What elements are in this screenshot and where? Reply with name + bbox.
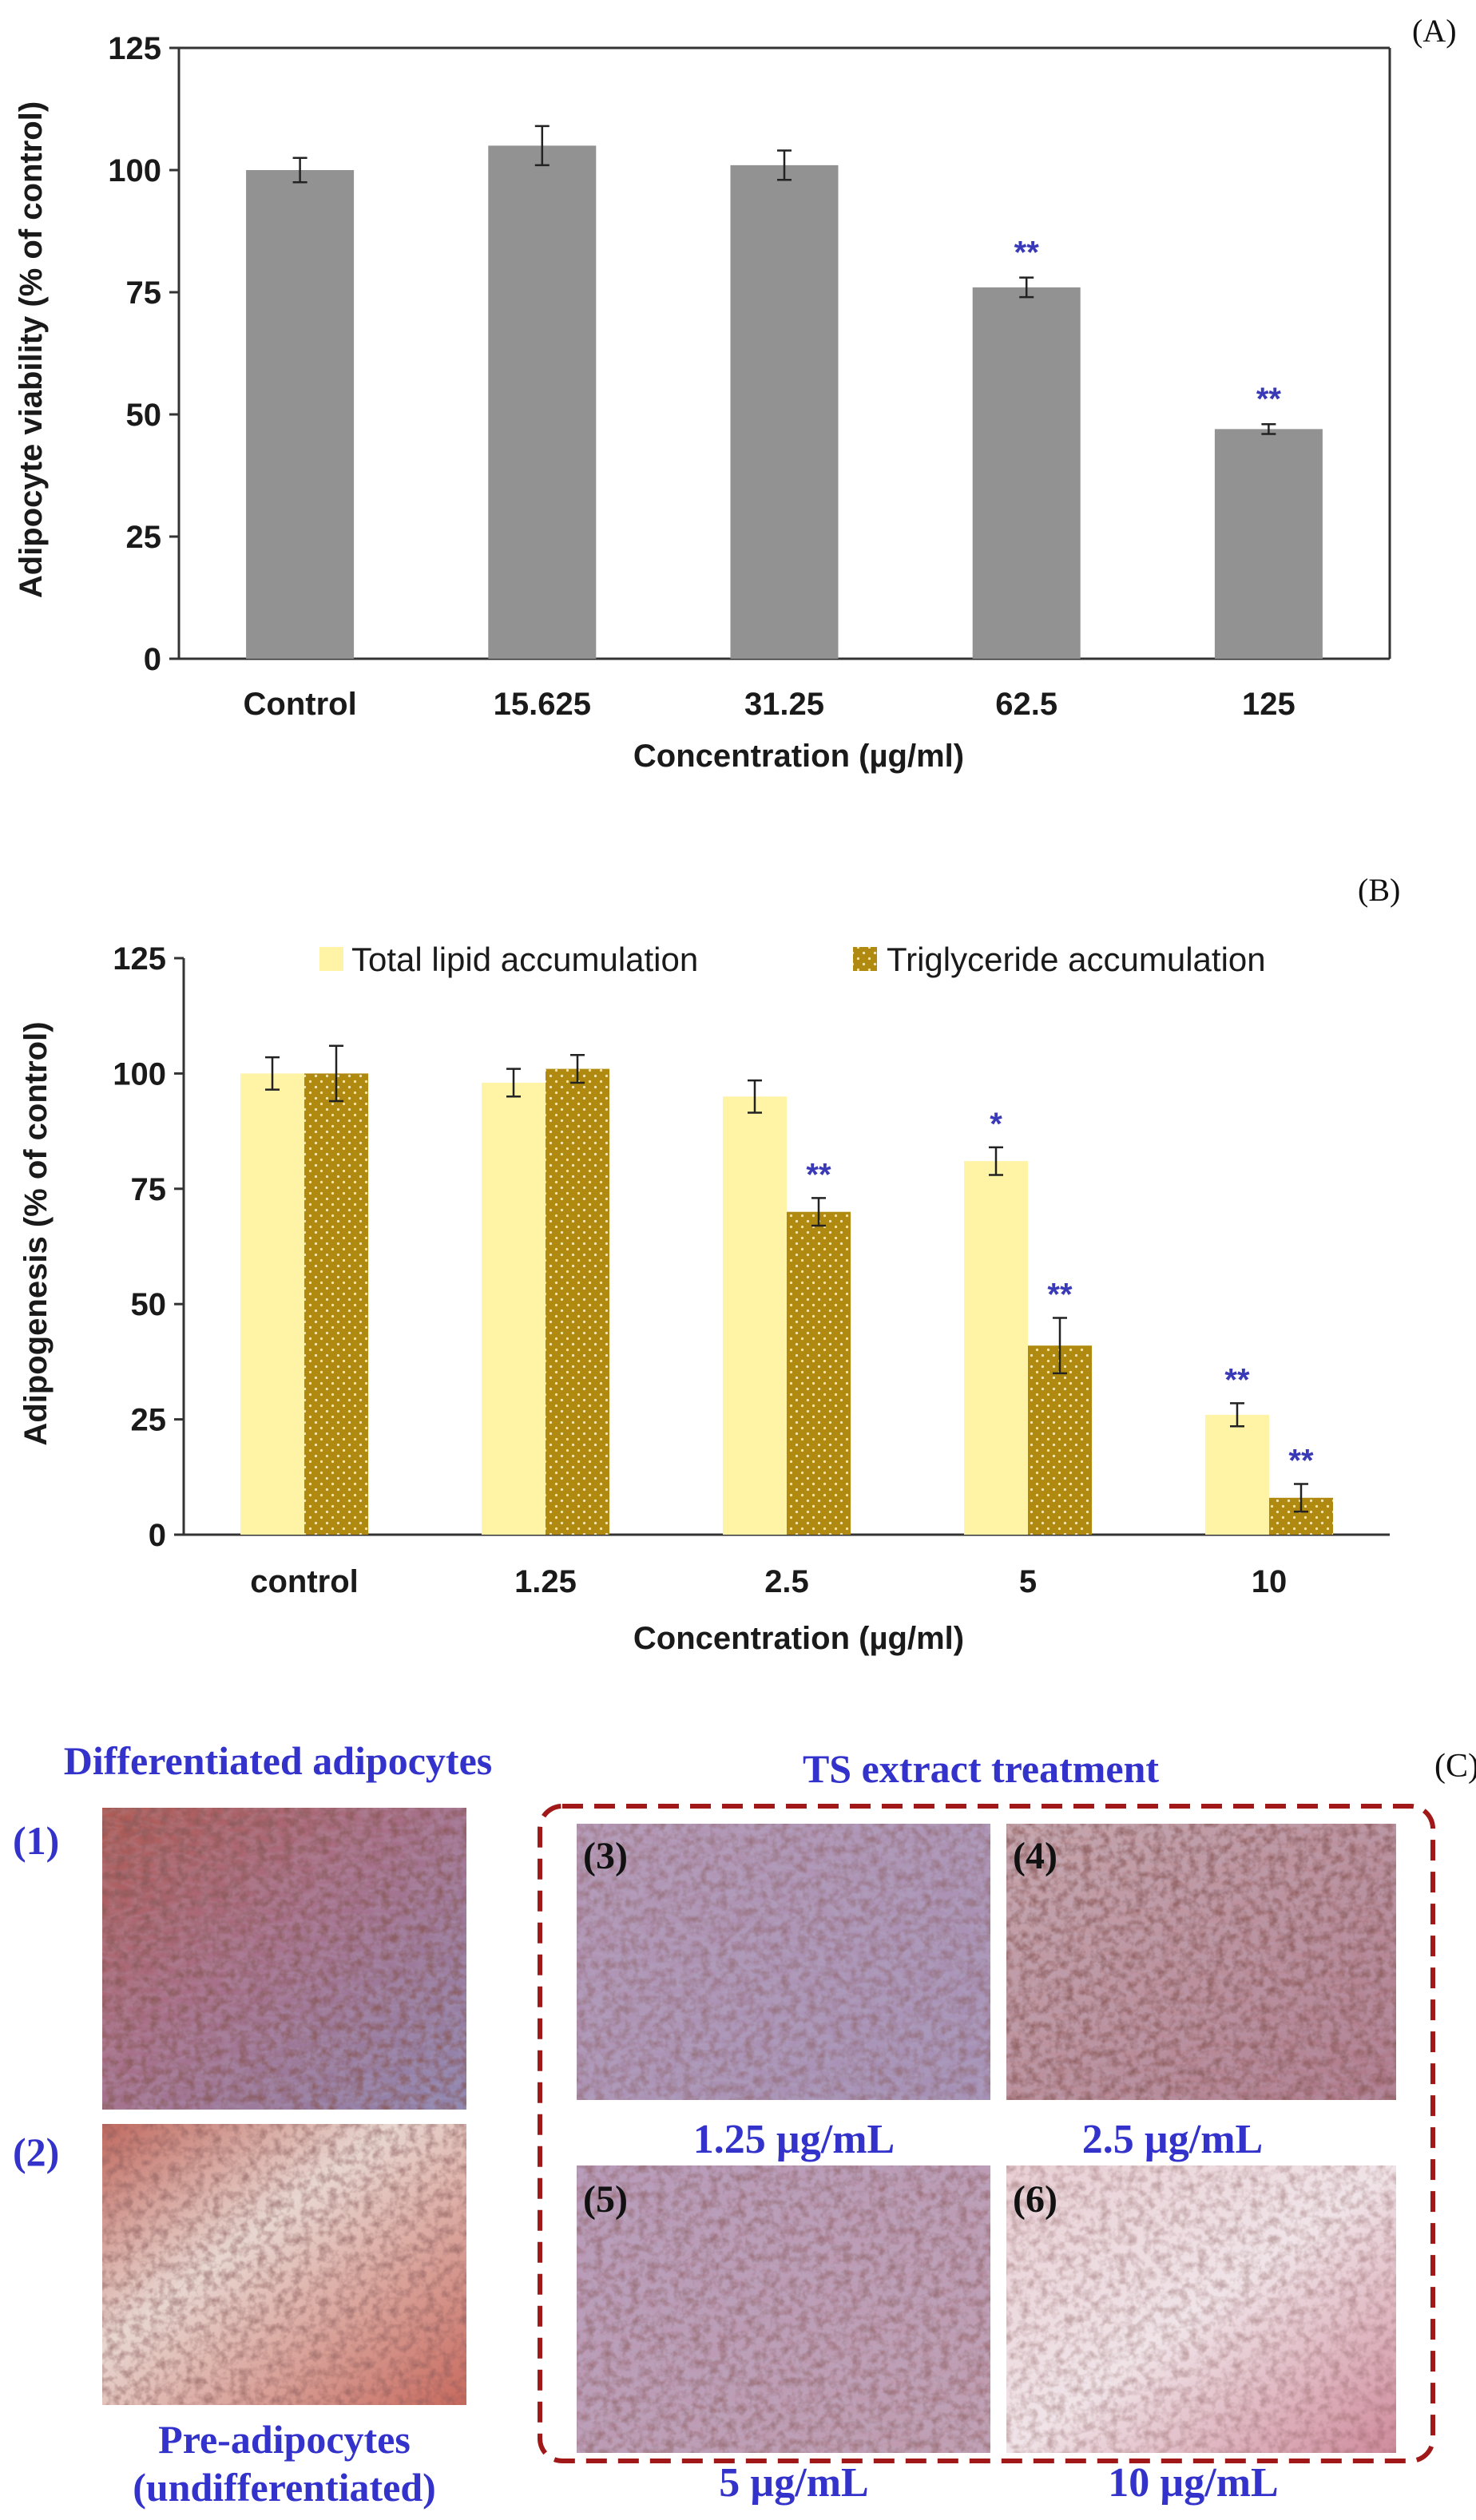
chart-b-ytick-label: 50 (131, 1287, 167, 1322)
image-label-3: (3) (583, 1835, 628, 1877)
x-tick-label-31.25: 31.25 (744, 687, 824, 722)
significance-0-10: ** (1224, 1362, 1250, 1397)
x-tick-label-1.25: 1.25 (514, 1564, 577, 1599)
chart-a-ytick-label: 25 (126, 520, 162, 555)
significance-1-5: ** (1047, 1278, 1073, 1313)
image-caption-2: Pre-adipocytes (158, 2417, 411, 2462)
chart-a-axes: 0 25 50 75 100 125 Control 15.625 31.25 62.5 125 (108, 31, 1391, 722)
chart-a-bars: ** ** (246, 125, 1323, 659)
x-tick-label-Control: Control (244, 687, 357, 722)
image-label-5: (5) (583, 2178, 628, 2221)
image-label-1: (1) (13, 1818, 59, 1863)
x-tick-label-10: 10 (1252, 1564, 1288, 1599)
chart-b-ylabel: Adipogenesis (% of control) (18, 1021, 54, 1445)
chart-a-ytick-label: 125 (108, 31, 161, 66)
significance-0-5: * (990, 1107, 1002, 1142)
image-caption-6: 10 µg/mL (1108, 2460, 1278, 2506)
image-caption-5: 5 µg/mL (719, 2460, 868, 2506)
x-tick-label-15.625: 15.625 (494, 687, 591, 722)
bar-triglyceride-5 (1028, 1345, 1092, 1535)
bar-total-lipid-control (240, 1073, 304, 1535)
x-tick-label-2.5: 2.5 (764, 1564, 809, 1599)
bar-total-lipid-5 (964, 1161, 1028, 1535)
chart-a-ytick-label: 0 (144, 642, 161, 677)
x-tick-label-125: 125 (1242, 687, 1295, 722)
chart-b-bars: ********* (240, 1044, 1333, 1535)
significance-1-2.5: ** (806, 1157, 831, 1192)
chart-a-xlabel: Concentration (µg/ml) (633, 739, 964, 774)
bar-total-lipid-1.25 (482, 1082, 546, 1535)
bar-Control (246, 170, 355, 659)
image-label-6: (6) (1013, 2178, 1057, 2221)
bar-total-lipid-10 (1205, 1414, 1269, 1535)
bar-triglyceride-control (304, 1073, 368, 1535)
bar-31.25 (730, 164, 839, 659)
x-tick-label-62.5: 62.5 (995, 687, 1057, 722)
significance-1-10: ** (1288, 1443, 1314, 1478)
image-caption-3: 1.25 µg/mL (693, 2117, 895, 2162)
left-heading: Differentiated adipocytes (64, 1738, 492, 1783)
chart-b-ytick-label: 0 (149, 1518, 166, 1553)
micrograph-1 (102, 1808, 466, 2110)
image-label-4: (4) (1013, 1835, 1057, 1877)
micrograph-6 (1006, 2165, 1396, 2453)
chart-b-ytick-label: 125 (113, 941, 166, 977)
bar-62.5 (972, 287, 1081, 659)
legend-label-total-lipid: Total lipid accumulation (351, 941, 698, 978)
bar-triglyceride-1.25 (546, 1068, 609, 1535)
micrograph-5 (577, 2165, 990, 2453)
bar-125 (1214, 429, 1323, 659)
legend-label-triglyceride: Triglyceride accumulation (887, 941, 1266, 978)
significance-125: ** (1256, 382, 1282, 417)
image-label-2: (2) (13, 2130, 59, 2174)
x-tick-label-control: control (250, 1564, 359, 1599)
chart-b-ytick-label: 100 (113, 1056, 166, 1092)
chart-a-ytick-label: 100 (108, 153, 161, 188)
chart-b-xlabel: Concentration (µg/ml) (633, 1621, 964, 1656)
panel-b-tag: (B) (1358, 872, 1400, 908)
x-tick-label-5: 5 (1019, 1564, 1037, 1599)
right-heading: TS extract treatment (803, 1746, 1159, 1791)
image-caption-4: 2.5 µg/mL (1082, 2117, 1263, 2162)
bar-total-lipid-2.5 (723, 1096, 787, 1535)
chart-b-ytick-label: 75 (131, 1172, 167, 1207)
significance-62.5: ** (1014, 236, 1040, 271)
micrograph-4 (1006, 1824, 1396, 2100)
panel-c-tag: (C) (1434, 1748, 1476, 1785)
legend-swatch-triglyceride (853, 947, 877, 971)
legend-swatch-total-lipid (319, 947, 343, 971)
chart-a-ytick-label: 50 (126, 398, 162, 433)
image-caption-2b: (undifferentiated) (133, 2465, 436, 2510)
micrograph-2 (102, 2124, 466, 2405)
chart-b: (B) Total lipid accumulation Triglycerid… (18, 872, 1400, 1656)
micrograph-3 (577, 1824, 990, 2100)
panel-a-tag: (A) (1412, 13, 1457, 49)
treatment-dashed-box (538, 1804, 1435, 2463)
chart-a: (A) Adipocyte viability (% of control) C… (14, 13, 1457, 774)
chart-a-ytick-label: 75 (126, 275, 162, 311)
bar-triglyceride-2.5 (787, 1211, 851, 1535)
chart-b-ytick-label: 25 (131, 1403, 167, 1438)
bar-15.625 (488, 145, 597, 659)
chart-a-ylabel: Adipocyte viability (% of control) (14, 101, 49, 598)
panel-c: (C) Differentiated adipocytes TS extract… (13, 1738, 1476, 2510)
